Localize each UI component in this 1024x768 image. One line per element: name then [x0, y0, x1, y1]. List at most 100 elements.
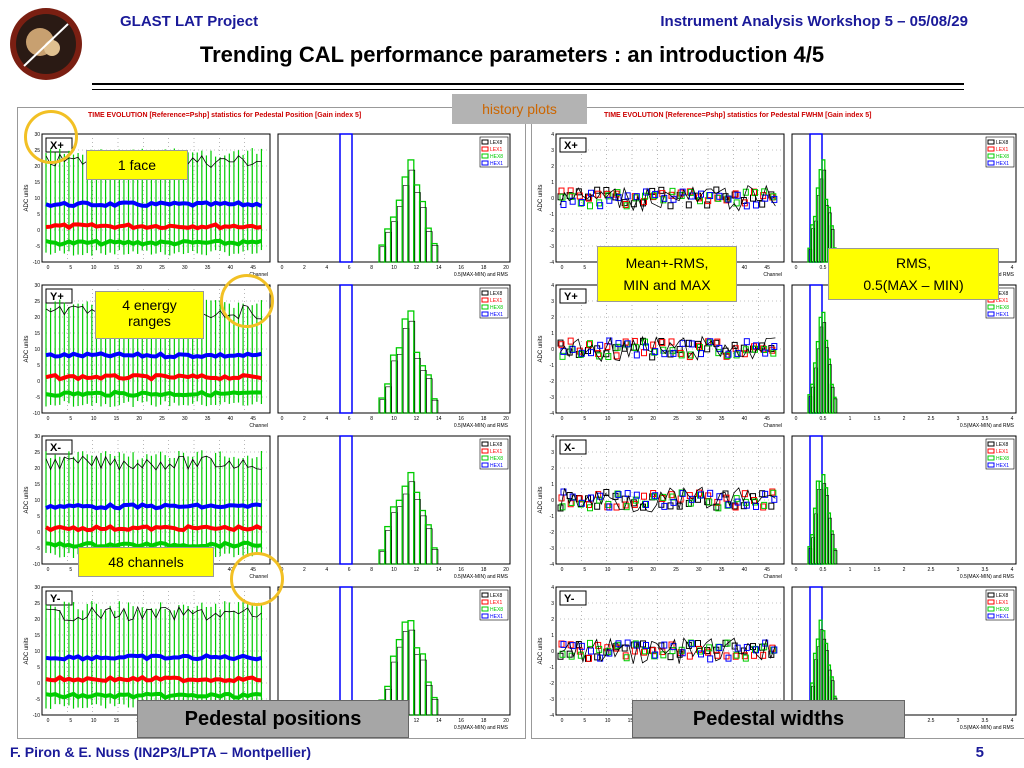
y-tick-label: -10 — [33, 562, 40, 568]
width-marker — [723, 494, 730, 502]
legend-box — [479, 136, 509, 168]
y-axis-label: ADC units — [24, 335, 30, 362]
x-tick-label: 25 — [673, 567, 679, 573]
legend-entry: HEX1 — [490, 161, 503, 167]
y-tick-label: -1 — [550, 514, 555, 520]
legend-entry: HEX1 — [996, 614, 1009, 620]
width-marker — [575, 641, 582, 649]
width-marker — [614, 343, 621, 351]
y-tick-label: -5 — [36, 697, 41, 703]
legend-entry: HEX1 — [996, 463, 1009, 469]
width-marker — [696, 342, 702, 350]
hist-x-tick-label: 4 — [1011, 718, 1014, 724]
y-tick-label: 5 — [37, 363, 40, 369]
y-tick-label: 0 — [37, 681, 40, 687]
width-marker — [633, 351, 640, 359]
hist-x-tick-label: 1.5 — [874, 416, 881, 422]
x-tick-label: 5 — [583, 567, 586, 573]
width-marker — [706, 339, 713, 347]
lex8-histogram-bin — [833, 550, 838, 565]
width-marker — [743, 643, 750, 651]
footer-authors: F. Piron & E. Nuss (IN2P3/LPTA – Montpel… — [10, 744, 312, 760]
hist-x-tick-label: 10 — [391, 416, 397, 422]
y-tick-label: -2 — [550, 681, 555, 687]
y-tick-label: 0 — [37, 228, 40, 234]
width-marker — [705, 197, 712, 205]
legend-entry: HEX1 — [490, 463, 503, 469]
page-number: 5 — [975, 744, 984, 761]
x-tick-label: 5 — [69, 567, 72, 573]
legend-swatch — [987, 599, 995, 605]
legend-swatch — [987, 455, 995, 461]
y-tick-label: -10 — [33, 713, 40, 719]
width-marker — [614, 189, 621, 197]
y-tick-label: -1 — [550, 665, 555, 671]
width-marker — [724, 639, 731, 647]
annotation-channels: 48 channels — [78, 547, 214, 577]
hist-x-axis-label: 0.5(MAX-MIN) and RMS — [960, 574, 1015, 580]
face-tag: Y+ — [50, 291, 64, 303]
width-marker — [651, 652, 658, 660]
hist-x-tick-label: 3 — [957, 718, 960, 724]
width-marker — [588, 349, 594, 357]
hist-x-axis-label: 0.5(MAX-MIN) and RMS — [454, 725, 509, 731]
hist-x-tick-label: 2 — [303, 265, 306, 271]
y-tick-label: -10 — [33, 411, 40, 417]
title-rule-top — [92, 83, 964, 85]
x-tick-label: 10 — [605, 567, 611, 573]
width-marker — [567, 337, 574, 345]
y-tick-label: -5 — [36, 244, 41, 250]
x-tick-label: 45 — [250, 265, 256, 271]
face-row-Y-: Y-ADC units-4-3-2-1012340510152025303540… — [538, 585, 1017, 731]
y-tick-label: -5 — [36, 395, 41, 401]
width-marker — [623, 202, 630, 210]
legend-entry: LEX8 — [996, 593, 1008, 599]
hist-x-tick-label: 0 — [281, 265, 284, 271]
y-tick-label: -4 — [550, 713, 555, 719]
lex8-histogram-bin — [431, 698, 439, 716]
y-tick-label: 3 — [551, 450, 554, 456]
glast-logo — [10, 8, 82, 80]
legend-swatch — [481, 139, 489, 145]
hex1-histogram — [339, 435, 353, 565]
legend-entry: HEX8 — [490, 305, 503, 311]
hist-x-tick-label: 14 — [436, 718, 442, 724]
width-marker — [643, 343, 649, 351]
width-marker — [734, 498, 741, 506]
legend-swatch — [481, 311, 489, 317]
width-marker — [587, 340, 593, 348]
hist-x-axis-label: 0.5(MAX-MIN) and RMS — [454, 423, 509, 429]
annotation-energy-line2: ranges — [128, 313, 171, 329]
y-tick-label: -4 — [550, 562, 555, 568]
hist-x-tick-label: 0.5 — [820, 416, 827, 422]
hist-x-tick-label: 14 — [436, 567, 442, 573]
x-tick-label: 10 — [91, 416, 97, 422]
legend-entry: LEX1 — [490, 600, 502, 606]
legend-swatch — [481, 297, 489, 303]
x-tick-label: 15 — [114, 416, 120, 422]
width-marker — [614, 490, 621, 498]
face-tag-box — [559, 288, 587, 304]
x-axis-label: Channel — [249, 272, 268, 278]
hist-x-axis-label: 0.5(MAX-MIN) and RMS — [454, 574, 509, 580]
lex8-trend-line — [559, 335, 776, 363]
pedestal-band — [45, 238, 263, 247]
width-marker — [698, 190, 704, 198]
y-tick-label: 0 — [37, 530, 40, 536]
lex8-max-line — [45, 605, 262, 622]
width-marker — [669, 187, 676, 195]
width-marker — [685, 201, 692, 209]
legend-entry: LEX1 — [490, 449, 502, 455]
hist-x-tick-label: 0.5 — [820, 567, 827, 573]
y-tick-label: 2 — [551, 466, 554, 472]
width-marker — [733, 199, 740, 207]
y-tick-label: 15 — [34, 180, 40, 186]
width-marker — [706, 644, 713, 652]
x-tick-label: 25 — [159, 416, 165, 422]
x-tick-label: 30 — [182, 416, 188, 422]
y-tick-label: -3 — [550, 244, 555, 250]
x-axis-label: Channel — [249, 423, 268, 429]
legend-swatch — [481, 448, 489, 454]
